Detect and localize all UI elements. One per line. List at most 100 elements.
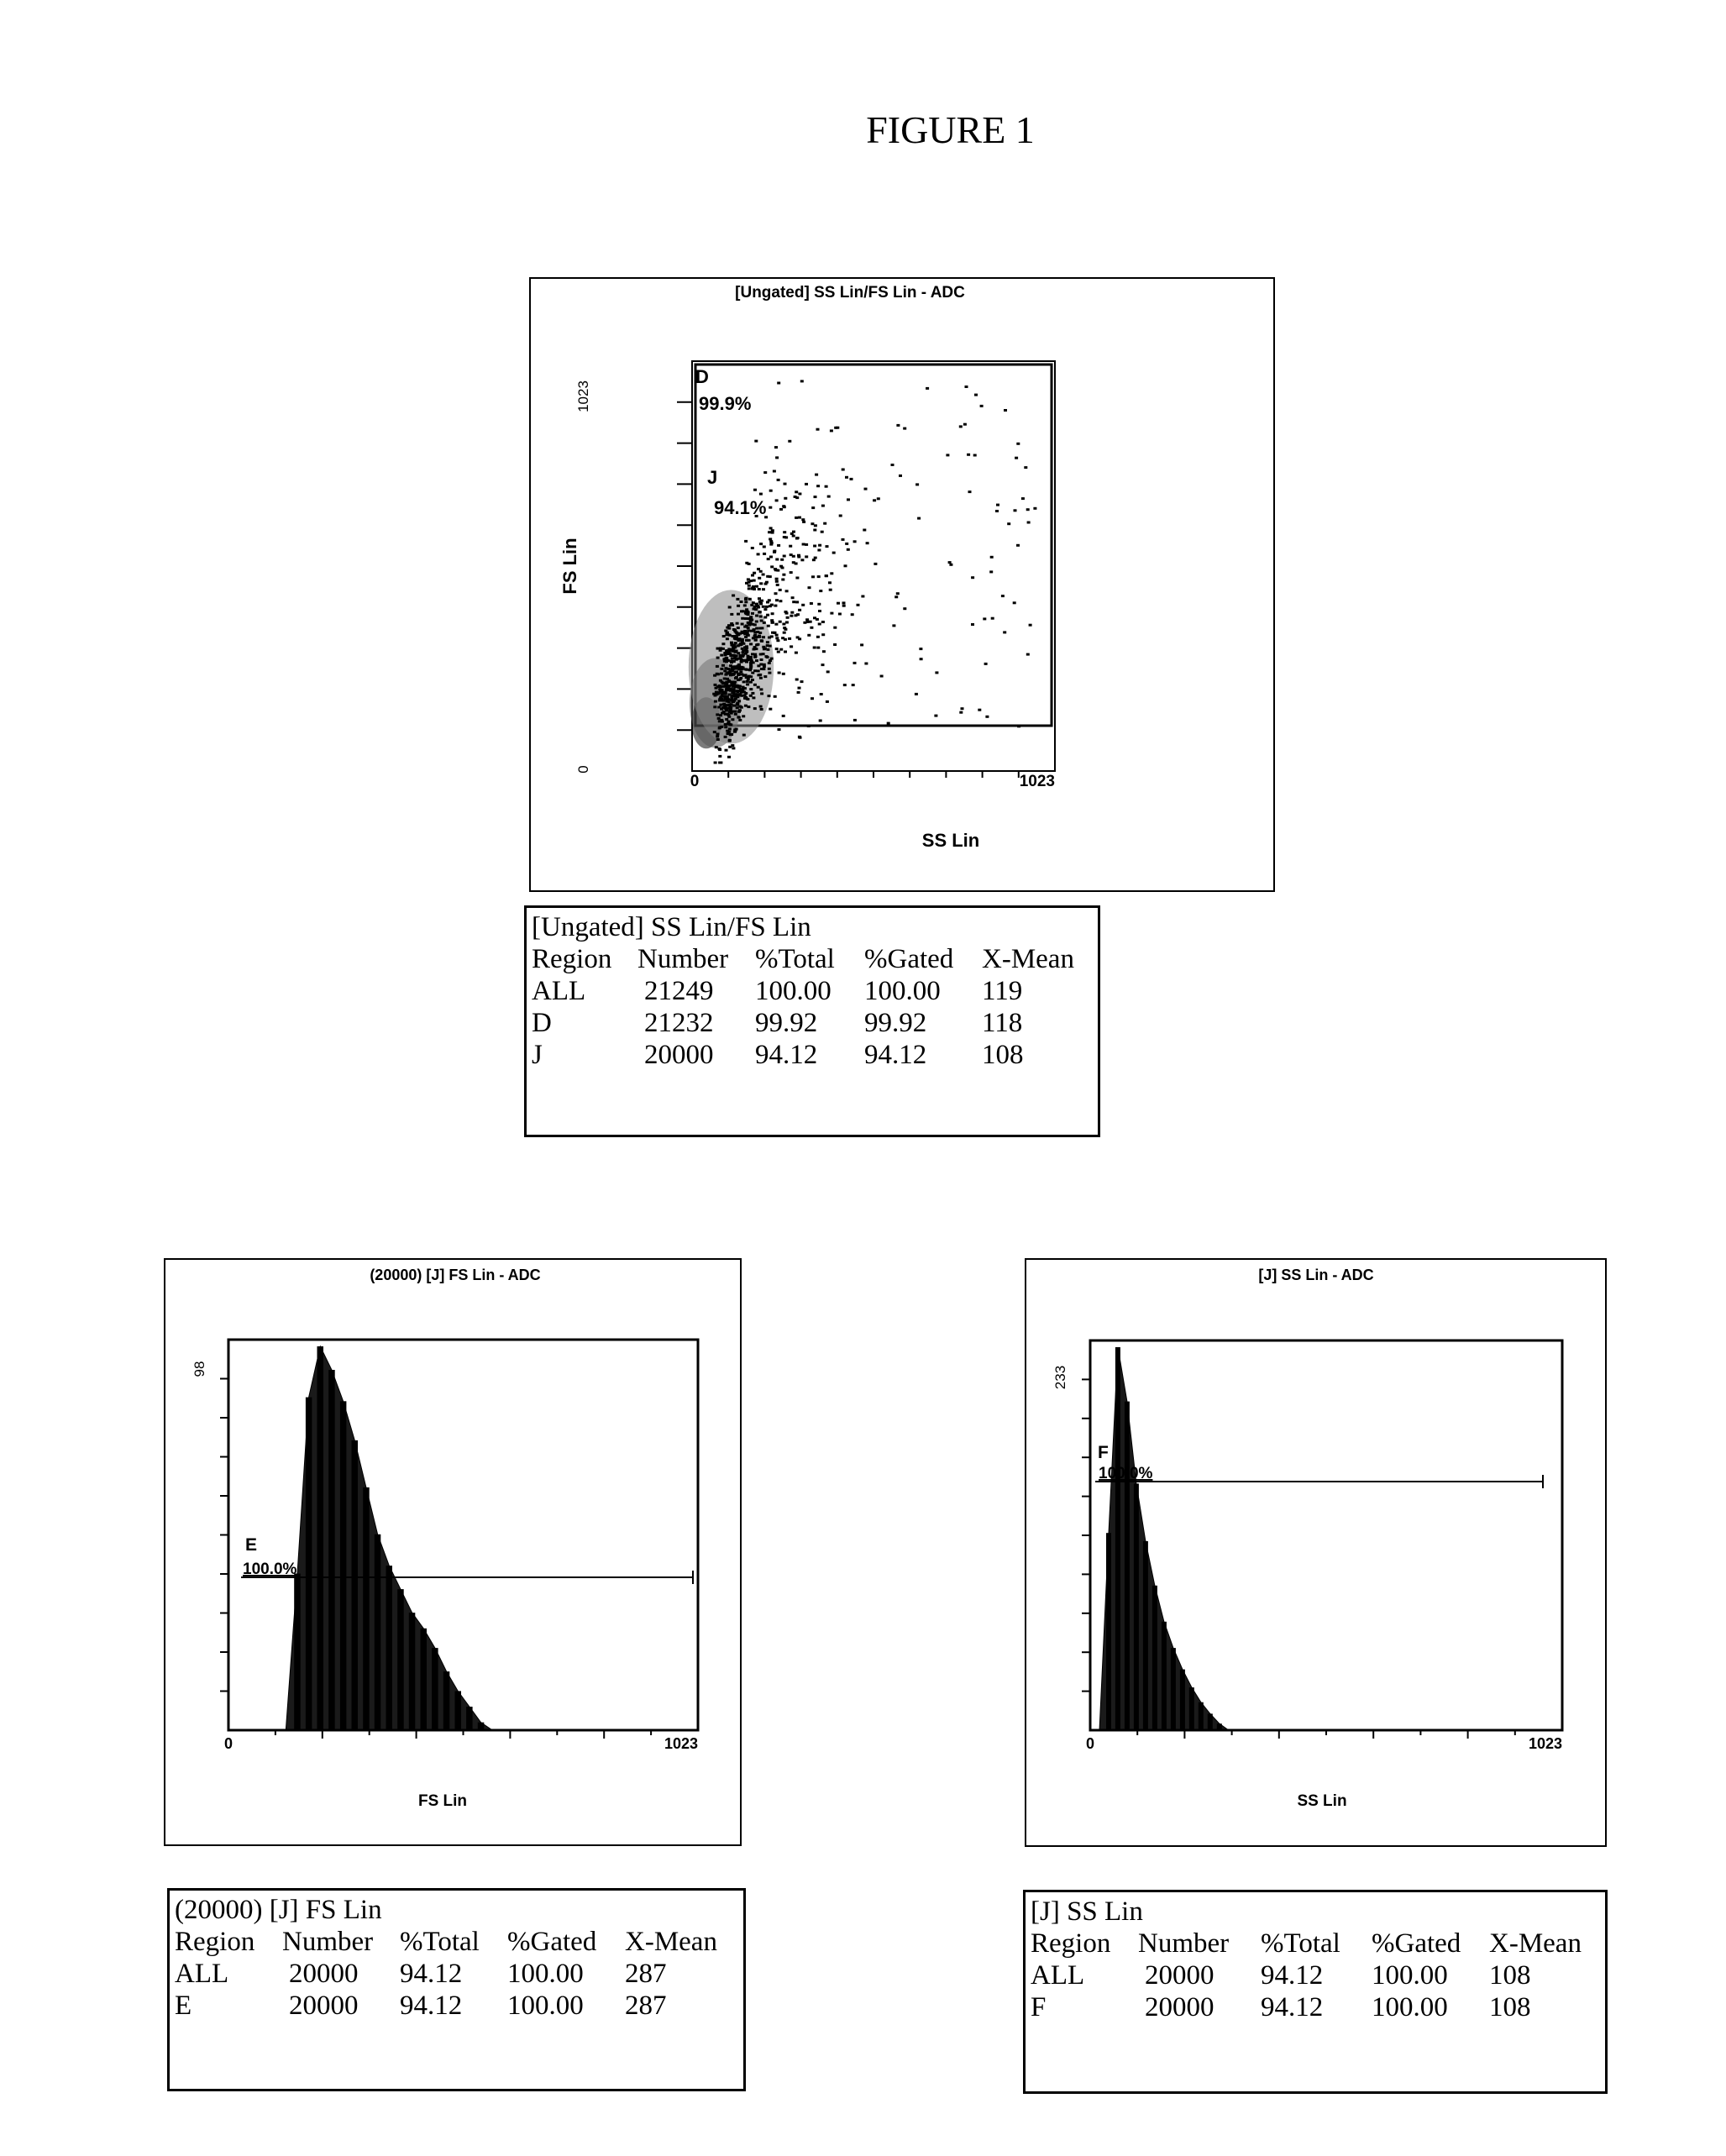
header-gated: %Gated bbox=[1372, 1928, 1489, 1959]
histogram-bar bbox=[443, 1671, 450, 1730]
scatter-point bbox=[770, 619, 774, 622]
scatter-point bbox=[739, 643, 742, 645]
scatter-point bbox=[743, 626, 747, 628]
scatter-point bbox=[745, 562, 748, 564]
scatter-point bbox=[790, 532, 794, 535]
scatter-point bbox=[770, 565, 774, 568]
cell-gated: 99.92 bbox=[864, 1007, 982, 1039]
scatter-point bbox=[743, 604, 747, 606]
fs-x-axis-label: FS Lin bbox=[418, 1792, 467, 1810]
scatter-point bbox=[850, 478, 853, 480]
header-total: %Total bbox=[400, 1926, 507, 1958]
fs-hist-bars bbox=[286, 1346, 492, 1730]
scatter-point bbox=[816, 618, 819, 621]
scatter-point bbox=[757, 553, 760, 555]
scatter-point bbox=[785, 590, 789, 592]
header-number: Number bbox=[637, 943, 755, 975]
scatter-stats-box: [Ungated] SS Lin/FS Lin Region Number %T… bbox=[524, 905, 1100, 1137]
scatter-point bbox=[769, 506, 772, 509]
scatter-point bbox=[740, 706, 743, 709]
scatter-point bbox=[730, 661, 733, 664]
scatter-point bbox=[767, 625, 770, 627]
scatter-point bbox=[791, 596, 795, 599]
scatter-point bbox=[792, 535, 795, 538]
scatter-point bbox=[717, 717, 721, 720]
scatter-point bbox=[783, 555, 786, 558]
scatter-point bbox=[753, 631, 757, 633]
scatter-point bbox=[843, 684, 847, 686]
scatter-point bbox=[747, 657, 750, 659]
header-region: Region bbox=[532, 943, 637, 975]
scatter-point bbox=[771, 612, 774, 615]
scatter-point bbox=[733, 700, 737, 702]
scatter-point bbox=[765, 655, 769, 658]
histogram-bar bbox=[466, 1707, 473, 1730]
histogram-bar bbox=[1152, 1586, 1157, 1730]
scatter-point bbox=[749, 695, 753, 697]
region-f-percent: 100.0% bbox=[1099, 1465, 1153, 1482]
scatter-point bbox=[769, 538, 772, 540]
scatter-point bbox=[730, 642, 733, 644]
scatter-point bbox=[716, 735, 719, 737]
scatter-point bbox=[753, 635, 757, 637]
scatter-point bbox=[749, 688, 753, 690]
scatter-point bbox=[752, 696, 755, 699]
scatter-point bbox=[851, 613, 854, 616]
cell-region: J bbox=[532, 1039, 637, 1071]
scatter-point bbox=[774, 695, 777, 698]
scatter-point bbox=[782, 673, 785, 675]
scatter-point bbox=[737, 613, 740, 616]
table-row: D 21232 99.92 99.92 118 bbox=[532, 1007, 1074, 1039]
scatter-point bbox=[727, 694, 731, 696]
table-row: J 20000 94.12 94.12 108 bbox=[532, 1039, 1074, 1071]
fs-stats-title: (20000) [J] FS Lin bbox=[175, 1894, 382, 1926]
scatter-point bbox=[802, 543, 805, 546]
cell-x-mean: 287 bbox=[625, 1990, 717, 2022]
scatter-point bbox=[769, 540, 773, 543]
histogram-bar bbox=[386, 1566, 393, 1730]
scatter-point bbox=[751, 623, 754, 626]
scatter-point bbox=[726, 632, 729, 634]
scatter-point bbox=[775, 637, 779, 639]
fs-histogram-panel: (20000) [J] FS Lin - ADC E 100.0% 0 1023… bbox=[164, 1258, 742, 1846]
scatter-point bbox=[917, 517, 921, 520]
scatter-point bbox=[812, 559, 816, 561]
histogram-bar bbox=[1134, 1483, 1139, 1730]
cell-region: D bbox=[532, 1007, 637, 1039]
cell-number: 21249 bbox=[637, 975, 755, 1007]
header-region: Region bbox=[1031, 1928, 1138, 1959]
scatter-point bbox=[766, 614, 769, 616]
cell-x-mean: 108 bbox=[1489, 1959, 1582, 1991]
scatter-point bbox=[823, 522, 826, 525]
cell-number: 20000 bbox=[637, 1039, 755, 1071]
scatter-point bbox=[946, 454, 949, 456]
scatter-point bbox=[1021, 497, 1025, 500]
scatter-point bbox=[797, 554, 800, 557]
scatter-point bbox=[759, 570, 763, 573]
scatter-point bbox=[744, 705, 748, 707]
scatter-point bbox=[718, 688, 721, 690]
scatter-point bbox=[795, 614, 798, 616]
scatter-point bbox=[739, 677, 742, 679]
cell-total: 99.92 bbox=[755, 1007, 864, 1039]
scatter-point bbox=[915, 483, 919, 485]
scatter-point bbox=[727, 721, 731, 723]
scatter-point bbox=[769, 527, 773, 529]
scatter-point bbox=[774, 605, 777, 607]
scatter-point bbox=[768, 531, 771, 533]
scatter-point bbox=[797, 691, 800, 694]
scatter-point bbox=[769, 708, 772, 711]
scatter-point bbox=[991, 617, 994, 620]
scatter-point bbox=[736, 704, 739, 706]
scatter-point bbox=[775, 456, 779, 459]
scatter-point bbox=[738, 719, 742, 721]
scatter-point bbox=[718, 748, 721, 750]
cell-region: F bbox=[1031, 1991, 1138, 2023]
scatter-point bbox=[811, 506, 815, 509]
scatter-point bbox=[891, 464, 894, 466]
scatter-point bbox=[730, 674, 733, 676]
scatter-point bbox=[755, 659, 758, 662]
header-total: %Total bbox=[755, 943, 864, 975]
scatter-point bbox=[749, 616, 753, 618]
scatter-point bbox=[732, 628, 736, 631]
